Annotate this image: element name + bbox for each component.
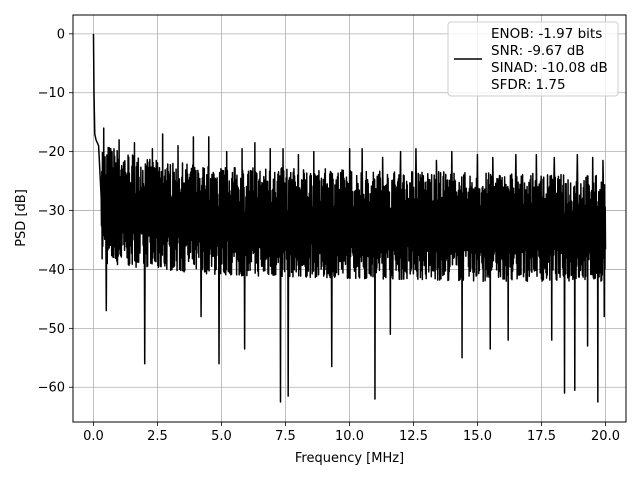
y-axis-ticks: 0 −10 −20 −30 −40 −50 −60 <box>38 27 73 396</box>
y-tick-label: 0 <box>57 27 65 42</box>
y-tick-label: −30 <box>38 204 65 219</box>
y-axis-label: PSD [dB] <box>14 189 29 247</box>
x-tick-label: 7.5 <box>275 429 296 444</box>
legend-enob: ENOB: -1.97 bits <box>491 26 602 42</box>
y-tick-label: −40 <box>38 263 65 278</box>
x-tick-label: 0.0 <box>83 429 104 444</box>
x-axis-label: Frequency [MHz] <box>295 451 404 466</box>
x-tick-label: 10.0 <box>335 429 364 444</box>
psd-series-line <box>92 33 607 403</box>
legend-sfdr: SFDR: 1.75 <box>491 77 566 93</box>
series-layer <box>92 33 607 403</box>
legend-snr: SNR: -9.67 dB <box>491 43 585 59</box>
x-axis-ticks: 0.0 2.5 5.0 7.5 10.0 12.5 15.0 17.5 20.0 <box>83 422 620 444</box>
x-tick-label: 15.0 <box>463 429 492 444</box>
legend-box <box>447 21 619 97</box>
x-tick-label: 5.0 <box>211 429 232 444</box>
x-tick-label: 2.5 <box>147 429 168 444</box>
y-tick-label: −60 <box>38 381 65 396</box>
y-tick-label: −50 <box>38 322 65 337</box>
y-tick-label: −10 <box>38 86 65 101</box>
x-tick-label: 20.0 <box>591 429 620 444</box>
legend: ENOB: -1.97 bits SNR: -9.67 dB SINAD: -1… <box>447 21 619 97</box>
x-tick-label: 17.5 <box>527 429 556 444</box>
x-tick-label: 12.5 <box>399 429 428 444</box>
legend-sinad: SINAD: -10.08 dB <box>491 60 608 76</box>
y-tick-label: −20 <box>38 145 65 160</box>
